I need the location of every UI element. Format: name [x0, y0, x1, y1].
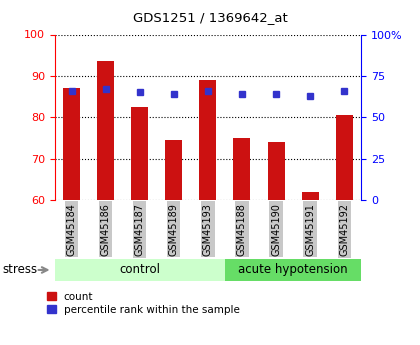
Bar: [302, 192, 319, 200]
Legend: count, percentile rank within the sample: count, percentile rank within the sample: [47, 292, 240, 315]
Text: control: control: [119, 264, 160, 276]
Bar: [63, 88, 80, 200]
Bar: [165, 140, 182, 200]
Text: stress: stress: [2, 264, 37, 276]
Text: GDS1251 / 1369642_at: GDS1251 / 1369642_at: [133, 11, 287, 24]
Bar: [200, 80, 216, 200]
Bar: [268, 142, 285, 200]
Text: acute hypotension: acute hypotension: [238, 264, 348, 276]
Bar: [131, 107, 148, 200]
Bar: [234, 138, 250, 200]
Bar: [97, 61, 114, 200]
Bar: [336, 115, 353, 200]
